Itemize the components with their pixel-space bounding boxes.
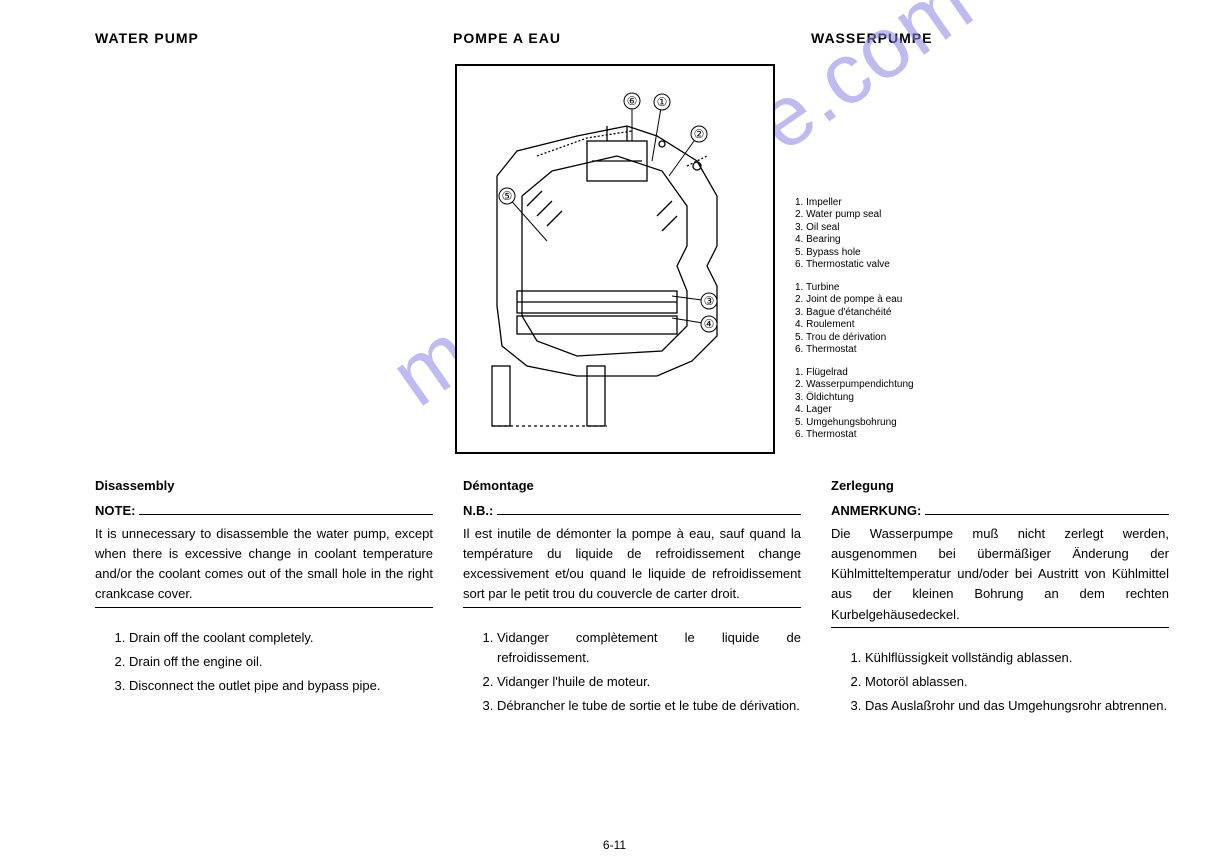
col-de: Zerlegung ANMERKUNG: Die Wasserpumpe muß…	[831, 478, 1169, 720]
legend-line: 1. Impeller	[795, 197, 914, 210]
heading-en: Disassembly	[95, 478, 433, 493]
note-rule-en	[139, 504, 433, 515]
header-de: WASSERPUMPE	[811, 30, 1169, 46]
svg-text:③: ③	[704, 294, 715, 308]
step-item: Drain off the engine oil.	[129, 652, 433, 672]
heading-de: Zerlegung	[831, 478, 1169, 493]
step-item: Drain off the coolant completely.	[129, 628, 433, 648]
note-body-en: It is unnecessary to disassemble the wat…	[95, 524, 433, 608]
col-fr: Démontage N.B.: Il est inutile de démont…	[463, 478, 801, 720]
note-label-fr: N.B.:	[463, 503, 493, 518]
legend-line: 1. Flügelrad	[795, 367, 914, 380]
callout-group: ⑥ ① ② ⑤ ③ ④	[499, 93, 717, 332]
note-label-en: NOTE:	[95, 503, 135, 518]
steps-de: Kühlflüssigkeit vollständig ablassen. Mot…	[831, 648, 1169, 716]
col-en: Disassembly NOTE: It is unnecessary to d…	[95, 478, 433, 720]
svg-text:⑥: ⑥	[627, 94, 638, 108]
legend-line: 3. Bague d'étanchéité	[795, 307, 914, 320]
legend-line: 5. Umgehungsbohrung	[795, 417, 914, 430]
step-item: Vidanger l'huile de moteur.	[497, 672, 801, 692]
legend-line: 6. Thermostat	[795, 344, 914, 357]
manual-page: manualshive.com WATER PUMP POMPE A EAU W…	[0, 0, 1229, 858]
diagram-left-spacer	[95, 64, 455, 454]
header-row: WATER PUMP POMPE A EAU WASSERPUMPE	[95, 30, 1169, 46]
step-item: Disconnect the outlet pipe and bypass pi…	[129, 676, 433, 696]
legend-de: 1. Flügelrad2. Wasserpumpendichtung3. Öl…	[795, 367, 914, 442]
step-item: Kühlflüssigkeit vollständig ablassen.	[865, 648, 1169, 668]
page-number: 6-11	[603, 838, 626, 852]
svg-text:④: ④	[704, 317, 715, 331]
svg-text:⑤: ⑤	[502, 189, 513, 203]
note-row-de: ANMERKUNG:	[831, 503, 1169, 518]
legend-line: 1. Turbine	[795, 282, 914, 295]
step-item: Das Auslaßrohr und das Umgehungsrohr abt…	[865, 696, 1169, 716]
svg-text:①: ①	[657, 95, 668, 109]
legend-line: 5. Trou de dérivation	[795, 332, 914, 345]
step-item: Vidanger complètement le liquide de refr…	[497, 628, 801, 668]
diagram-row: ⑥ ① ② ⑤ ③ ④ 1. Impeller2. Water pump seal3. O…	[95, 64, 1169, 454]
note-row-fr: N.B.:	[463, 503, 801, 518]
water-pump-diagram: ⑥ ① ② ⑤ ③ ④	[455, 64, 775, 454]
legend-line: 4. Roulement	[795, 319, 914, 332]
legend-stack: 1. Impeller2. Water pump seal3. Oil seal…	[795, 64, 914, 454]
legend-line: 6. Thermostatic valve	[795, 259, 914, 272]
note-row-en: NOTE:	[95, 503, 433, 518]
legend-line: 6. Thermostat	[795, 429, 914, 442]
svg-text:②: ②	[694, 127, 705, 141]
text-columns: Disassembly NOTE: It is unnecessary to d…	[95, 478, 1169, 720]
diagram-svg: ⑥ ① ② ⑤ ③ ④	[457, 66, 773, 452]
heading-fr: Démontage	[463, 478, 801, 493]
legend-fr: 1. Turbine2. Joint de pompe à eau3. Bagu…	[795, 282, 914, 357]
legend-en: 1. Impeller2. Water pump seal3. Oil seal…	[795, 197, 914, 272]
note-rule-de	[925, 504, 1169, 515]
legend-line: 4. Bearing	[795, 234, 914, 247]
note-body-de: Die Wasserpumpe muß nicht zerlegt werden…	[831, 524, 1169, 628]
legend-line: 5. Bypass hole	[795, 247, 914, 260]
legend-line: 2. Joint de pompe à eau	[795, 294, 914, 307]
note-rule-fr	[497, 504, 801, 515]
note-body-fr: Il est inutile de démonter la pompe à ea…	[463, 524, 801, 608]
steps-en: Drain off the coolant completely. Drain o…	[95, 628, 433, 696]
steps-fr: Vidanger complètement le liquide de refr…	[463, 628, 801, 717]
step-item: Débrancher le tube de sortie et le tube …	[497, 696, 801, 716]
header-fr: POMPE A EAU	[453, 30, 811, 46]
legend-line: 3. Öldichtung	[795, 392, 914, 405]
legend-line: 2. Wasserpumpendichtung	[795, 379, 914, 392]
legend-line: 3. Oil seal	[795, 222, 914, 235]
step-item: Motoröl ablassen.	[865, 672, 1169, 692]
header-en: WATER PUMP	[95, 30, 453, 46]
note-label-de: ANMERKUNG:	[831, 503, 921, 518]
legend-line: 4. Lager	[795, 404, 914, 417]
legend-line: 2. Water pump seal	[795, 209, 914, 222]
